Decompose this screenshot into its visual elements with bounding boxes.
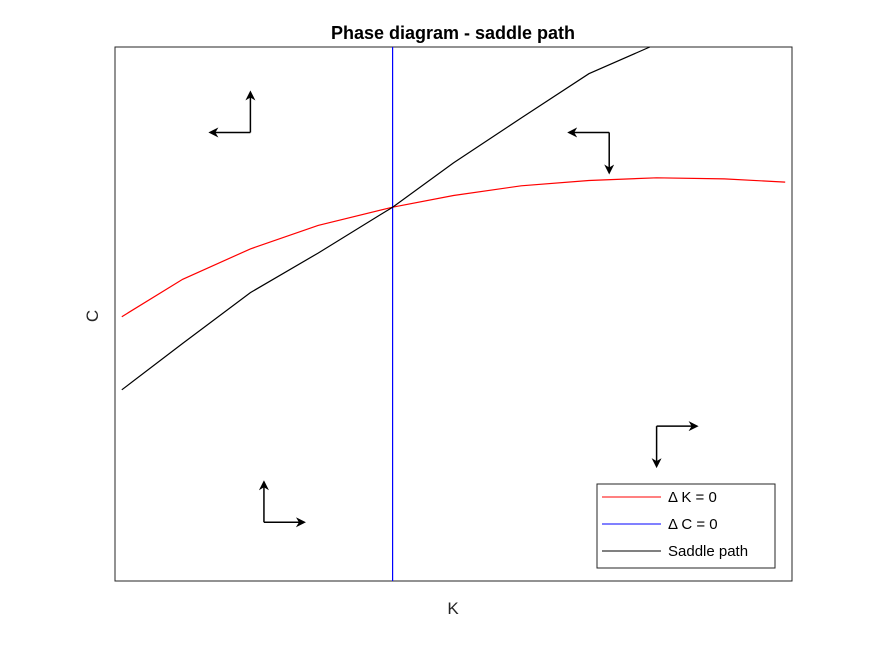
direction-arrows <box>208 90 699 528</box>
series-line-0 <box>121 177 786 318</box>
y-axis-label: C <box>83 310 102 322</box>
chart-title: Phase diagram - saddle path <box>331 23 575 43</box>
series-layer <box>121 46 786 581</box>
x-axis-label: K <box>447 599 459 618</box>
legend-label-dc: Δ C = 0 <box>668 516 718 533</box>
series-line-2 <box>121 46 651 391</box>
arrow-pair-lower-right <box>651 421 699 469</box>
plot-area <box>114 46 793 582</box>
legend-label-dk: Δ K = 0 <box>668 489 717 506</box>
legend-label-saddle: Saddle path <box>668 543 748 560</box>
legend-box <box>596 483 776 569</box>
arrow-pair-upper-left <box>208 90 256 138</box>
arrow-pair-lower-left <box>258 480 306 528</box>
legend: Δ K = 0 Δ C = 0 Saddle path <box>596 483 776 569</box>
arrow-pair-upper-right <box>567 127 615 175</box>
